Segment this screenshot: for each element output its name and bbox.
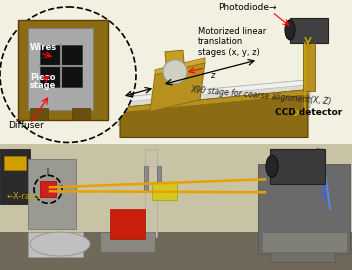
Bar <box>152 182 177 200</box>
Bar <box>262 232 347 252</box>
Polygon shape <box>120 90 308 137</box>
Polygon shape <box>150 63 205 112</box>
Bar <box>72 107 90 120</box>
Bar <box>28 28 93 110</box>
Bar <box>4 156 26 170</box>
Bar <box>40 181 56 197</box>
Ellipse shape <box>285 20 295 40</box>
Bar <box>270 149 325 184</box>
Bar <box>40 45 82 87</box>
Text: stage: stage <box>30 81 56 90</box>
Circle shape <box>0 7 136 143</box>
Bar <box>28 232 83 257</box>
Bar <box>144 166 148 191</box>
Bar <box>165 50 185 74</box>
Ellipse shape <box>30 232 90 256</box>
Bar <box>30 107 48 120</box>
Text: Piezo: Piezo <box>30 73 56 82</box>
Circle shape <box>163 60 187 84</box>
Bar <box>0 232 352 270</box>
Polygon shape <box>118 80 310 126</box>
Ellipse shape <box>266 156 278 177</box>
Text: X90 stage for coarse alignment(X, Z): X90 stage for coarse alignment(X, Z) <box>190 85 332 107</box>
Text: z: z <box>210 71 214 80</box>
Text: Wires: Wires <box>30 43 57 52</box>
Bar <box>157 166 161 191</box>
Polygon shape <box>155 58 205 75</box>
Text: ←X-rays: ←X-rays <box>7 192 40 201</box>
Text: Photodiode→: Photodiode→ <box>218 3 277 12</box>
Bar <box>145 149 157 237</box>
Bar <box>0 149 30 204</box>
Text: CCD detector: CCD detector <box>275 107 342 117</box>
Text: y: y <box>310 41 315 50</box>
Text: x: x <box>128 90 133 99</box>
Polygon shape <box>118 80 310 103</box>
Bar <box>258 164 350 254</box>
Bar <box>100 232 155 252</box>
Bar <box>18 20 108 120</box>
Text: Motorized linear
translation
stages (x, y, z): Motorized linear translation stages (x, … <box>198 27 266 57</box>
Bar <box>270 244 335 262</box>
Bar <box>290 18 328 43</box>
Polygon shape <box>120 90 308 113</box>
Text: Diffuser: Diffuser <box>8 120 44 130</box>
Bar <box>28 159 76 229</box>
Bar <box>110 209 145 239</box>
Bar <box>303 43 315 91</box>
